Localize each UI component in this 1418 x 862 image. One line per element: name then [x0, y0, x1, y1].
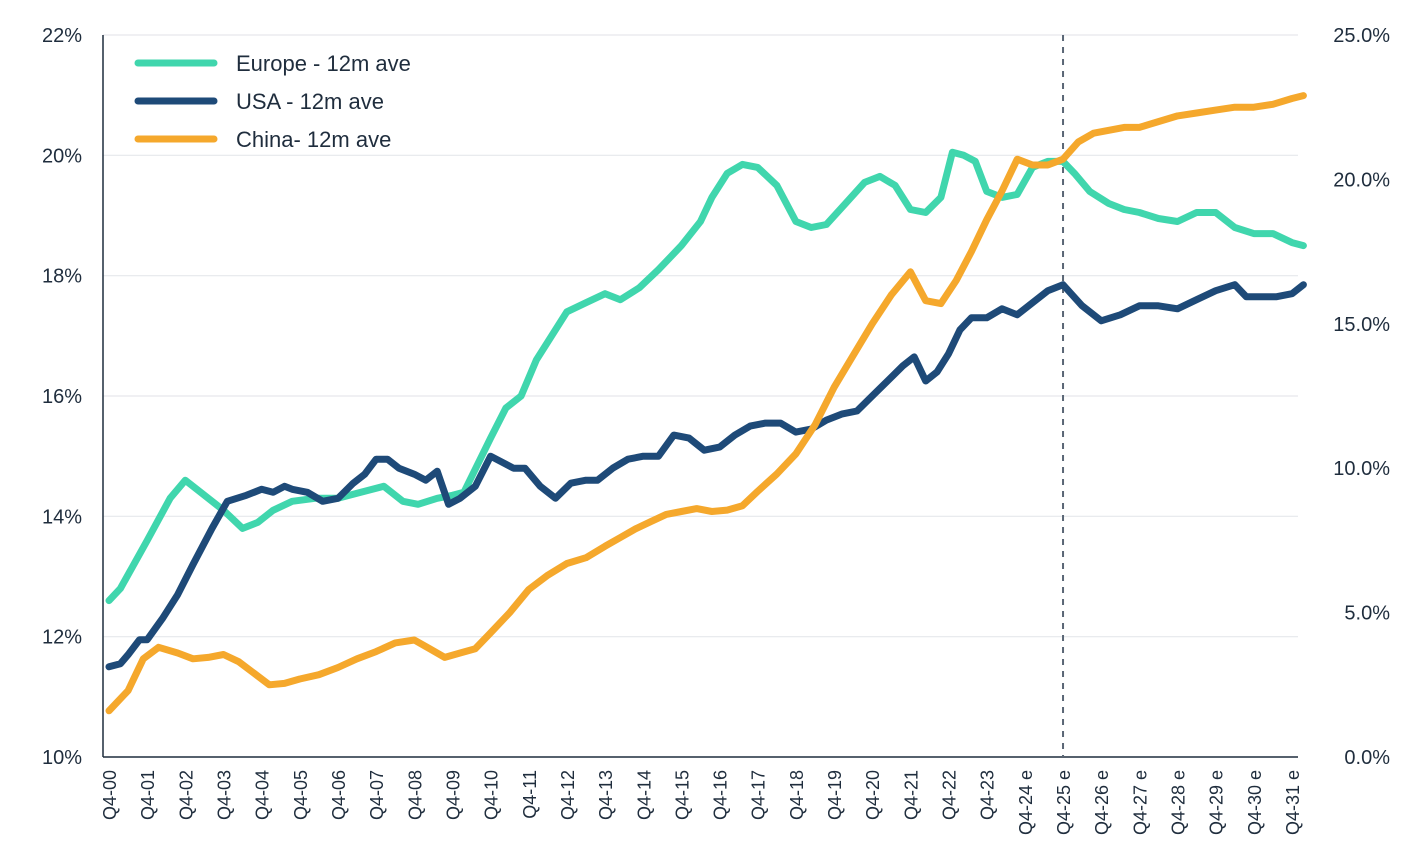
- series-line-2: [105, 281, 1307, 671]
- right-axis-tick-label: 0.0%: [1344, 747, 1390, 769]
- legend-label: USA - 12m ave: [236, 89, 384, 114]
- x-axis-tick-label: Q4-17: [749, 770, 769, 820]
- legend-label: Europe - 12m ave: [236, 51, 411, 76]
- axes: 10% 12% 14% 16% 18% 20% 22% 0.0% 5.0% 10.0% 15.0% 2…: [42, 25, 1390, 835]
- series-line-1: [105, 148, 1307, 605]
- left-axis-tick-label: 22%: [42, 25, 82, 47]
- legend-label: China- 12m ave: [236, 127, 391, 152]
- right-axis-tick-label: 10.0%: [1333, 458, 1390, 480]
- left-axis-tick-label: 20%: [42, 145, 82, 167]
- x-axis-tick-label: Q4-03: [214, 770, 234, 820]
- series-line-3: [105, 92, 1307, 715]
- left-axis-tick-label: 18%: [42, 266, 82, 288]
- x-axis-tick-label: Q4-19: [825, 770, 845, 820]
- x-axis-tick-label: Q4-04: [253, 770, 273, 820]
- left-axis-tick-label: 14%: [42, 506, 82, 528]
- x-axis-tick-label: Q4-10: [482, 770, 502, 820]
- right-axis-tick-label: 5.0%: [1344, 603, 1390, 625]
- x-axis-tick-label: Q4-24 e: [1016, 770, 1036, 835]
- x-axis-tick-label: Q4-06: [329, 770, 349, 820]
- left-axis-tick-label: 10%: [42, 747, 82, 769]
- x-axis-tick-label: Q4-31 e: [1283, 770, 1303, 835]
- x-axis-tick-label: Q4-27 e: [1130, 770, 1150, 835]
- x-axis-tick-label: Q4-28 e: [1169, 770, 1189, 835]
- x-axis-tick-label: Q4-11: [520, 770, 540, 819]
- x-axis-tick-label: Q4-16: [711, 770, 731, 820]
- x-axis-tick-label: Q4-09: [443, 770, 463, 820]
- left-axis-tick-label: 12%: [42, 627, 82, 649]
- series-layer: [105, 92, 1307, 715]
- x-axis-tick-label: Q4-23: [978, 770, 998, 820]
- x-axis-tick-label: Q4-29 e: [1207, 770, 1227, 835]
- right-axis-tick-label: 15.0%: [1333, 314, 1390, 336]
- x-axis-tick-label: Q4-30 e: [1245, 770, 1265, 835]
- x-axis-tick-label: Q4-13: [596, 770, 616, 820]
- right-axis-tick-label: 20.0%: [1333, 169, 1390, 191]
- legend: Europe - 12m ave USA - 12m ave China- 12m …: [134, 51, 411, 152]
- x-axis-tick-label: Q4-20: [863, 770, 883, 820]
- x-axis-tick-label: Q4-08: [405, 770, 425, 820]
- x-axis-tick-label: Q4-07: [367, 770, 387, 820]
- gridlines: [103, 34, 1298, 638]
- x-axis-tick-label: Q4-05: [291, 770, 311, 820]
- x-axis-tick-label: Q4-15: [672, 770, 692, 820]
- right-axis-tick-label: 25.0%: [1333, 25, 1390, 47]
- x-axis-tick-label: Q4-22: [940, 770, 960, 820]
- x-axis-tick-label: Q4-01: [138, 770, 158, 820]
- x-axis-tick-label: Q4-18: [787, 770, 807, 820]
- x-axis-tick-label: Q4-00: [100, 770, 120, 820]
- x-axis-tick-label: Q4-14: [634, 770, 654, 820]
- x-axis-tick-label: Q4-25 e: [1054, 770, 1074, 835]
- left-axis-tick-label: 16%: [42, 386, 82, 408]
- x-axis-tick-label: Q4-21: [901, 770, 921, 820]
- x-axis-tick-label: Q4-12: [558, 770, 578, 820]
- x-axis-tick-label: Q4-02: [176, 770, 196, 820]
- x-axis-tick-label: Q4-26 e: [1092, 770, 1112, 835]
